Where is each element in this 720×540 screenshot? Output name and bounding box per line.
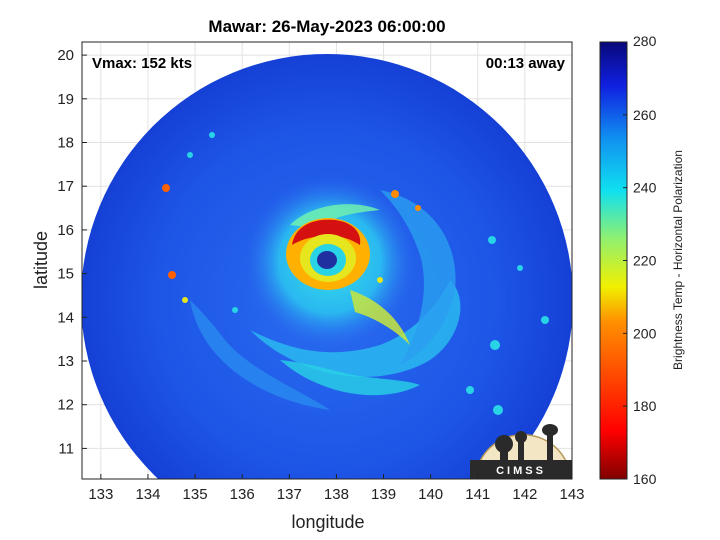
convective-cell xyxy=(182,297,188,303)
y-tick-label: 14 xyxy=(57,309,74,326)
colorbar-tick-label: 260 xyxy=(633,107,657,123)
outer-band-east xyxy=(380,190,456,365)
rainband-south-cyan xyxy=(280,360,420,396)
convective-cells xyxy=(162,132,549,415)
spiral-arm-yellow xyxy=(350,290,410,345)
colorbar-tick-label: 200 xyxy=(633,325,657,341)
y-axis-ticks: 11 12 13 14 15 16 17 18 19 20 xyxy=(57,47,87,457)
convective-cell xyxy=(415,205,421,211)
convective-cell xyxy=(232,307,238,313)
convective-cell xyxy=(377,277,383,283)
convective-cell xyxy=(490,340,500,350)
colorbar-tick-label: 280 xyxy=(633,33,657,49)
convective-cell xyxy=(493,405,503,415)
colorbar-label: Brightness Temp - Horizontal Polarizatio… xyxy=(671,150,685,370)
convective-cell xyxy=(187,152,193,158)
colorbar-tick-label: 160 xyxy=(633,471,657,487)
x-axis-label: longitude xyxy=(291,512,364,532)
convective-cell xyxy=(541,316,549,324)
y-tick-label: 19 xyxy=(57,91,74,108)
x-tick-label: 143 xyxy=(559,486,584,503)
cimss-logo: CIMSS xyxy=(470,424,572,479)
y-tick-label: 17 xyxy=(57,178,74,195)
convective-cell xyxy=(168,271,176,279)
x-tick-label: 141 xyxy=(465,486,490,503)
x-tick-label: 136 xyxy=(230,486,255,503)
y-tick-label: 15 xyxy=(57,266,74,283)
figure-title: Mawar: 26-May-2023 06:00:00 xyxy=(208,17,445,36)
satellite-swath: CIMSS xyxy=(82,54,572,479)
x-tick-label: 137 xyxy=(277,486,302,503)
x-tick-label: 138 xyxy=(324,486,349,503)
colorbar xyxy=(599,41,628,480)
x-tick-label: 140 xyxy=(418,486,443,503)
colorbar-tick-label: 240 xyxy=(633,180,657,196)
colorbar-tick-label: 220 xyxy=(633,253,657,269)
eyewall-hot-north xyxy=(292,219,361,245)
convective-cell xyxy=(488,236,496,244)
x-tick-label: 133 xyxy=(88,486,113,503)
time-away-label: 00:13 away xyxy=(486,55,566,72)
eye xyxy=(317,251,337,269)
y-tick-label: 11 xyxy=(58,440,74,457)
plot-frame xyxy=(81,41,573,480)
y-tick-label: 13 xyxy=(57,353,74,370)
colorbar-ticks: 160 180 200 220 240 260 280 xyxy=(623,33,657,487)
vmax-label: Vmax: 152 kts xyxy=(92,55,192,72)
convective-cell xyxy=(466,386,474,394)
outer-band-southwest xyxy=(190,300,330,410)
y-tick-label: 16 xyxy=(57,222,74,239)
convective-cell xyxy=(517,265,523,271)
logo-text: CIMSS xyxy=(496,465,546,477)
x-axis-ticks: 133 134 135 136 137 138 139 140 141 142 143 xyxy=(88,474,585,503)
x-tick-label: 139 xyxy=(371,486,396,503)
x-tick-label: 134 xyxy=(135,486,160,503)
y-tick-label: 20 xyxy=(57,47,74,64)
y-tick-label: 18 xyxy=(57,135,74,152)
y-tick-label: 12 xyxy=(57,397,74,414)
colorbar-tick-label: 180 xyxy=(633,398,657,414)
convective-cell xyxy=(162,184,170,192)
x-tick-label: 142 xyxy=(512,486,537,503)
y-axis-label: latitude xyxy=(31,231,51,289)
x-tick-label: 135 xyxy=(183,486,208,503)
convective-cell xyxy=(209,132,215,138)
convective-cell xyxy=(391,190,399,198)
